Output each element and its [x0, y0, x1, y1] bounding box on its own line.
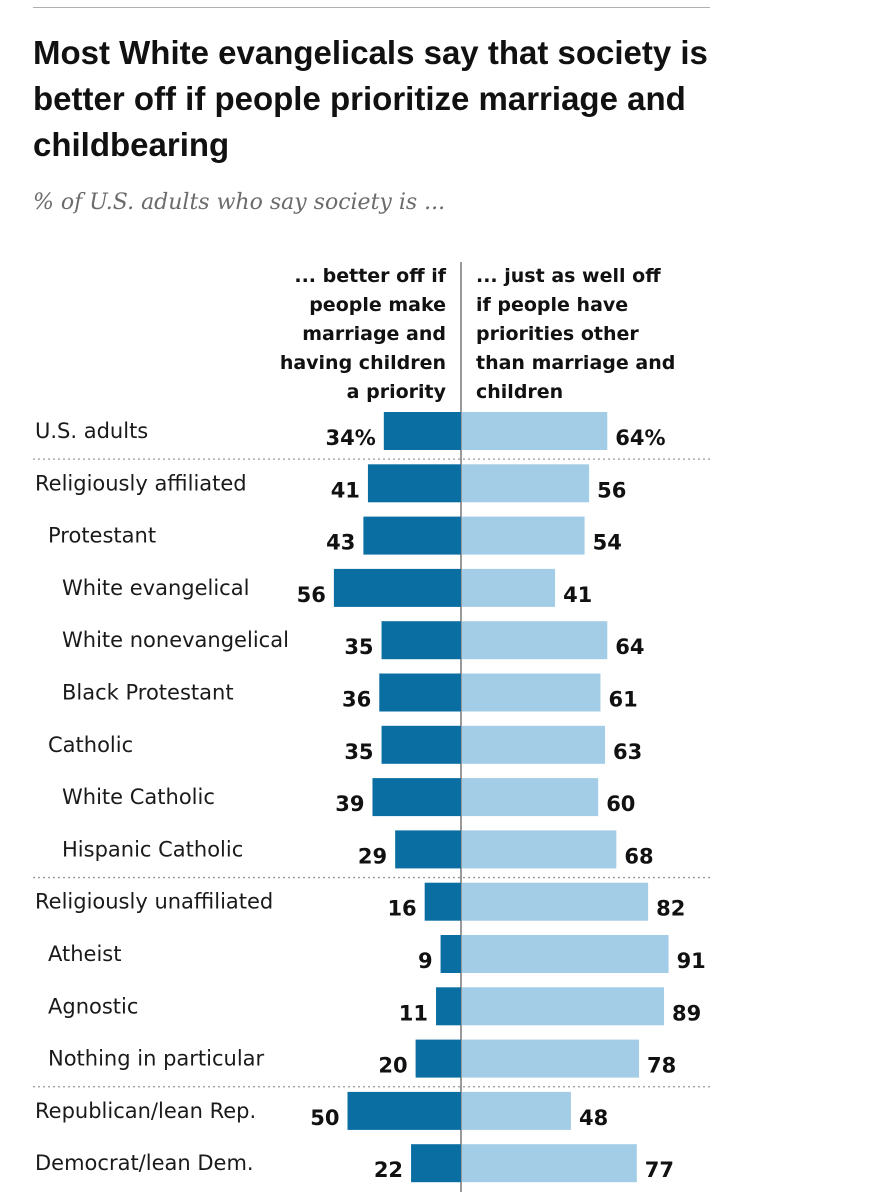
category-label-agnostic: Agnostic — [48, 994, 138, 1018]
category-label-white-catholic: White Catholic — [62, 785, 215, 809]
bar-just-as-well-democrat-lean-dem — [462, 1144, 637, 1183]
value-label-just-as-well-hispanic-catholic: 68 — [624, 844, 653, 868]
value-label-just-as-well-religiously-unaffiliated: 82 — [656, 897, 685, 921]
value-label-just-as-well-catholic: 63 — [613, 740, 642, 764]
value-label-just-as-well-atheist: 91 — [677, 949, 706, 973]
chart-title: Most White evangelicals say that society… — [33, 34, 708, 163]
bar-better-off-nothing-in-particular — [415, 1039, 461, 1078]
value-label-better-off-hispanic-catholic: 29 — [358, 844, 387, 868]
value-label-just-as-well-religiously-affiliated: 56 — [597, 478, 626, 502]
value-label-better-off-democrat-lean-dem: 22 — [374, 1158, 403, 1182]
value-label-better-off-republican-lean-rep: 50 — [310, 1106, 339, 1130]
bar-just-as-well-atheist — [462, 935, 669, 973]
value-label-just-as-well-white-catholic: 60 — [606, 792, 635, 816]
bar-just-as-well-white-catholic — [462, 778, 599, 817]
bar-better-off-religiously-affiliated — [367, 464, 461, 503]
value-label-better-off-white-nonevangelical: 35 — [344, 635, 373, 659]
bar-better-off-u-s-adults — [383, 412, 461, 450]
category-label-democrat-lean-dem: Democrat/lean Dem. — [35, 1151, 254, 1175]
category-label-hispanic-catholic: Hispanic Catholic — [62, 837, 243, 861]
value-label-better-off-nothing-in-particular: 20 — [378, 1054, 407, 1078]
bar-better-off-religiously-unaffiliated — [424, 882, 461, 921]
bar-just-as-well-republican-lean-rep — [462, 1091, 571, 1130]
bar-better-off-hispanic-catholic — [395, 830, 461, 869]
category-label-white-nonevangelical: White nonevangelical — [62, 628, 289, 652]
value-label-just-as-well-u-s-adults: 64% — [615, 426, 665, 450]
value-label-just-as-well-white-nonevangelical: 64 — [615, 635, 644, 659]
bar-better-off-white-catholic — [372, 778, 461, 817]
bar-just-as-well-protestant — [462, 516, 585, 555]
bar-just-as-well-u-s-adults — [462, 412, 608, 450]
bar-better-off-republican-lean-rep — [347, 1091, 461, 1130]
value-label-just-as-well-white-evangelical: 41 — [563, 583, 592, 607]
bar-better-off-white-nonevangelical — [381, 621, 461, 660]
category-label-atheist: Atheist — [48, 942, 121, 966]
value-label-better-off-white-catholic: 39 — [335, 792, 364, 816]
value-label-just-as-well-black-protestant: 61 — [608, 688, 637, 712]
column-header-just-as-well: ... just as well off if people have prio… — [476, 265, 676, 403]
bar-just-as-well-black-protestant — [462, 673, 601, 712]
value-label-better-off-white-evangelical: 56 — [297, 583, 326, 607]
bar-better-off-catholic — [381, 725, 461, 764]
bar-just-as-well-hispanic-catholic — [462, 830, 617, 869]
value-label-just-as-well-republican-lean-rep: 48 — [579, 1106, 608, 1130]
bar-just-as-well-white-nonevangelical — [462, 621, 608, 660]
top-rule — [33, 7, 710, 8]
value-label-better-off-protestant: 43 — [326, 531, 355, 555]
category-label-black-protestant: Black Protestant — [62, 681, 234, 705]
bar-better-off-white-evangelical — [333, 568, 461, 607]
category-label-protestant: Protestant — [48, 524, 156, 548]
value-label-just-as-well-protestant: 54 — [593, 531, 622, 555]
bar-just-as-well-religiously-affiliated — [462, 464, 590, 503]
value-label-better-off-religiously-unaffiliated: 16 — [387, 897, 416, 921]
bar-better-off-black-protestant — [379, 673, 461, 712]
value-label-better-off-atheist: 9 — [418, 949, 433, 973]
value-label-better-off-black-protestant: 36 — [342, 688, 371, 712]
category-label-white-evangelical: White evangelical — [62, 576, 249, 600]
bar-better-off-agnostic — [436, 987, 461, 1026]
category-label-u-s-adults: U.S. adults — [35, 419, 148, 443]
category-label-republican-lean-rep: Republican/lean Rep. — [35, 1099, 256, 1123]
bar-just-as-well-nothing-in-particular — [462, 1039, 640, 1078]
bar-better-off-protestant — [363, 516, 461, 555]
bar-better-off-democrat-lean-dem — [411, 1144, 461, 1183]
bar-just-as-well-agnostic — [462, 987, 665, 1026]
value-label-better-off-agnostic: 11 — [399, 1001, 428, 1025]
category-label-catholic: Catholic — [48, 733, 133, 757]
value-label-better-off-u-s-adults: 34% — [326, 426, 376, 450]
bar-just-as-well-catholic — [462, 725, 606, 764]
bar-better-off-atheist — [440, 935, 461, 973]
value-label-just-as-well-agnostic: 89 — [672, 1001, 701, 1025]
category-label-religiously-unaffiliated: Religiously unaffiliated — [35, 890, 273, 914]
bar-just-as-well-white-evangelical — [462, 568, 556, 607]
category-label-religiously-affiliated: Religiously affiliated — [35, 471, 247, 495]
value-label-just-as-well-democrat-lean-dem: 77 — [645, 1158, 674, 1182]
column-header-better-off: ... better off if people make marriage a… — [279, 265, 446, 403]
value-label-better-off-catholic: 35 — [344, 740, 373, 764]
category-label-nothing-in-particular: Nothing in particular — [48, 1047, 265, 1071]
chart-subtitle: % of U.S. adults who say society is ... — [33, 190, 446, 215]
bar-just-as-well-religiously-unaffiliated — [462, 882, 649, 921]
value-label-better-off-religiously-affiliated: 41 — [331, 478, 360, 502]
value-label-just-as-well-nothing-in-particular: 78 — [647, 1054, 676, 1078]
